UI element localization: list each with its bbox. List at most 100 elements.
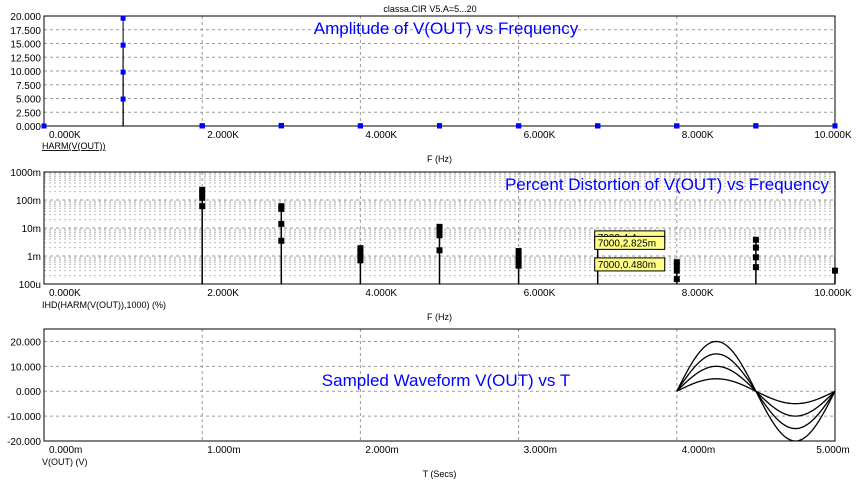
data-point [199, 190, 206, 197]
data-point [516, 123, 522, 129]
x-tick-label: 0.000m [49, 445, 82, 456]
data-point [357, 253, 364, 259]
data-point [595, 123, 601, 129]
amplitude-plot[interactable]: 0.000K 2.000K 4.000K 6.000K 8.000K 10.000K 0.0… [10, 12, 852, 164]
data-point [199, 186, 206, 193]
x-tick-label: 5.000m [816, 445, 849, 456]
plot-title: Amplitude of V(OUT) vs Frequency [314, 19, 579, 38]
data-point [120, 15, 126, 21]
y-tick-label: 2.500 [16, 108, 41, 119]
y-tick-label: 5.000 [16, 95, 41, 106]
x-tick-label: 2.000K [207, 288, 239, 299]
y-tick-label: 100u [19, 280, 41, 291]
x-tick-label: 8.000K [682, 130, 714, 141]
x-axis-label: T (Secs) [423, 469, 457, 479]
x-tick-label: 2.000K [207, 130, 239, 141]
y-tick-label: 0.000 [16, 387, 41, 398]
data-point [437, 123, 442, 129]
annotation-text: 7000,2.825m [598, 238, 656, 249]
data-point [278, 237, 285, 244]
y-tick-label: 20.000 [10, 337, 41, 348]
trace-label: IHD(HARM(V(OUT)),1000) (%) [42, 300, 166, 310]
trace-label: HARM(V(OUT)) [42, 141, 106, 151]
data-point [436, 223, 443, 230]
y-tick-label: 10m [22, 224, 41, 235]
distortion-plot[interactable]: 0.000K 2.000K 4.000K 6.000K 8.000K 10.000K 100… [10, 168, 852, 322]
data-point [357, 248, 364, 255]
x-tick-label: 3.000m [524, 445, 557, 456]
data-point [120, 96, 126, 102]
data-point [199, 194, 206, 201]
trace-label: V(OUT) (V) [42, 457, 88, 467]
waveform-plot[interactable]: 0.000m 1.000m 2.000m 3.000m 4.000m 5.000m -20.… [7, 328, 850, 479]
data-point [752, 236, 759, 243]
x-tick-label: 0.000K [49, 288, 81, 299]
y-tick-label: 10.000 [10, 362, 41, 373]
data-point [357, 245, 364, 252]
x-tick-label: 0.000K [49, 130, 81, 141]
data-point [199, 123, 205, 129]
y-tick-label: 20.000 [10, 12, 41, 23]
data-point [673, 276, 680, 283]
x-tick-label: 4.000K [365, 130, 397, 141]
y-tick-label: 17.500 [10, 26, 41, 37]
x-tick-label: 2.000m [365, 445, 398, 456]
x-tick-label: 6.000K [524, 130, 556, 141]
data-point [199, 203, 206, 210]
data-point [515, 262, 522, 269]
x-tick-label: 4.000K [365, 288, 397, 299]
data-point [832, 123, 838, 129]
y-tick-label: 15.000 [10, 40, 41, 51]
data-point [515, 253, 522, 259]
data-point [673, 267, 680, 274]
plot-title: Percent Distortion of V(OUT) vs Frequenc… [505, 175, 830, 194]
data-point [357, 257, 364, 264]
plot-frame [43, 328, 836, 442]
x-tick-label: 6.000K [524, 288, 556, 299]
y-tick-label: 1000m [10, 168, 41, 179]
data-point [278, 203, 285, 210]
data-point [278, 220, 285, 227]
data-point [515, 248, 522, 255]
data-point [436, 232, 443, 239]
window-title: classa.CIR V5.A=5...20 [383, 4, 476, 14]
data-point [752, 254, 759, 261]
y-tick-label: 12.500 [10, 53, 41, 64]
annotation-text: 7000,0.480m [598, 260, 656, 271]
data-point [673, 259, 680, 266]
data-point [436, 247, 443, 254]
annotation-label: 7000,0.480m [593, 257, 666, 272]
waveform-line [676, 340, 836, 442]
y-tick-label: 7.500 [16, 81, 41, 92]
data-point [674, 123, 680, 129]
x-tick-label: 4.000m [682, 445, 715, 456]
y-tick-label: 100m [16, 196, 41, 207]
data-point [753, 123, 759, 129]
annotation-box [594, 257, 666, 272]
y-tick-label: -10.000 [7, 412, 41, 423]
y-tick-label: -20.000 [7, 437, 41, 448]
data-point [673, 262, 680, 269]
data-point [120, 69, 126, 75]
x-tick-label: 8.000K [682, 288, 714, 299]
annotation-label: 7000,2.825m [593, 235, 666, 250]
x-tick-label: 10.000K [814, 130, 852, 141]
annotation-box [594, 235, 666, 250]
data-point [120, 42, 126, 48]
data-point [278, 122, 284, 128]
data-point [752, 264, 759, 271]
y-tick-label: 1m [27, 252, 41, 263]
plot-title: Sampled Waveform V(OUT) vs T [322, 371, 570, 390]
x-tick-label: 10.000K [814, 288, 852, 299]
y-tick-label: 0.000 [16, 122, 41, 133]
x-axis-label: F (Hz) [427, 154, 452, 164]
data-point [752, 244, 759, 251]
data-point [357, 123, 363, 129]
data-point [436, 226, 443, 233]
data-point [41, 123, 47, 129]
data-point [832, 267, 838, 274]
x-tick-label: 1.000m [207, 445, 240, 456]
x-axis-label: F (Hz) [427, 312, 452, 322]
data-point [515, 257, 522, 264]
